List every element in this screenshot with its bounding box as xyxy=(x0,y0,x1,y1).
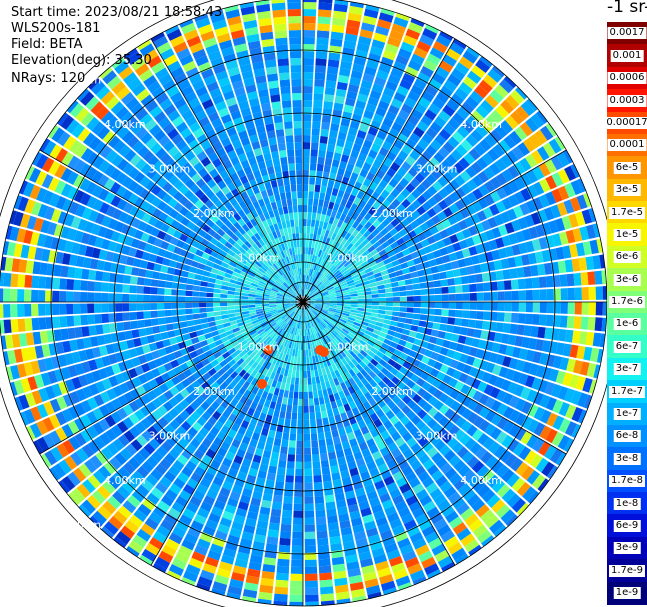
colorbar-level-label: 1.7e-8 xyxy=(608,475,646,488)
colorbar-level: 0.001 xyxy=(607,44,647,68)
colorbar-level: 1.7e-7 xyxy=(607,380,647,404)
colorbar-level: 1.7e-8 xyxy=(607,469,647,493)
colorbar-level-label: 6e-7 xyxy=(613,340,641,353)
colorbar-level-label: 1e-8 xyxy=(613,497,641,510)
colorbar-level: 3e-7 xyxy=(607,357,647,381)
colorbar-level-label: 0.0017 xyxy=(607,27,647,40)
colorbar-level: 1e-8 xyxy=(607,492,647,516)
azimuth-spoke xyxy=(302,301,456,566)
colorbar-level: 1e-7 xyxy=(607,402,647,426)
radar-center-marker xyxy=(295,294,311,310)
high-backscatter-patch xyxy=(315,345,325,355)
colorbar-level-label: 1.7e-5 xyxy=(608,206,646,219)
colorbar-level-label: 0.00017 xyxy=(604,117,647,130)
range-ring-label: 4.00km xyxy=(104,118,146,131)
colorbar-level: 3e-6 xyxy=(607,268,647,292)
colorbar-level-label: 1e-5 xyxy=(613,228,641,241)
azimuth-spoke xyxy=(150,301,304,566)
colorbar-level-label: 6e-5 xyxy=(613,161,641,174)
colorbar-unit-label: -1 sr-1 xyxy=(607,0,647,17)
colorbar-level: 1.7e-5 xyxy=(607,201,647,225)
colorbar-level-label: 3e-5 xyxy=(613,184,641,197)
colorbar-level-label: 0.0006 xyxy=(607,72,647,85)
colorbar-level: 0.0006 xyxy=(607,66,647,90)
azimuth-spoke xyxy=(39,149,304,303)
start-time-text: Start time: 2023/08/21 18:58:43 xyxy=(11,5,223,20)
colorbar-level-label: 0.001 xyxy=(610,49,644,62)
range-ring-label: 4.00km xyxy=(460,118,502,131)
range-ring-label: 3.00km xyxy=(416,162,458,175)
colorbar-level-label: 6e-9 xyxy=(613,519,641,532)
range-ring-label: 1.00km xyxy=(327,252,369,265)
azimuth-spoke xyxy=(302,38,456,303)
colorbar-level-label: 1.7e-6 xyxy=(608,296,646,309)
colorbar-level-label: 1.7e-9 xyxy=(608,564,646,577)
range-ring-label: 1.00km xyxy=(238,252,280,265)
colorbar-level: 1e-5 xyxy=(607,223,647,247)
colorbar-level-label: 3e-9 xyxy=(613,542,641,555)
azimuth-spoke xyxy=(302,149,567,303)
colorbar-level: 1.7e-9 xyxy=(607,559,647,583)
high-backscatter-patch xyxy=(257,379,267,389)
colorbar-level: 0.00017 xyxy=(604,111,647,135)
colorbar-level: 0.0003 xyxy=(607,89,647,113)
colorbar-level: 3e-9 xyxy=(607,536,647,560)
elevation-text: Elevation(deg): 35.30 xyxy=(11,53,152,68)
range-ring-grid xyxy=(0,0,607,607)
colorbar-level-label: 6e-8 xyxy=(613,430,641,443)
colorbar-level: 6e-5 xyxy=(607,156,647,180)
ppi-scan-plot: 1.00km 1.00km 1.00km 1.00km 2.00km 2.00km 2.00… xyxy=(0,0,607,607)
colorbar-level: 6e-6 xyxy=(607,245,647,269)
colorbar-level: 0.0001 xyxy=(607,133,647,157)
colorbar-level-label: 1e-6 xyxy=(613,318,641,331)
range-ring-label: 2.00km xyxy=(193,385,235,398)
backscatter-field xyxy=(0,0,607,606)
range-ring-label: 5.00km xyxy=(60,519,102,532)
colorbar-level: 1e-6 xyxy=(607,313,647,336)
colorbar-level-label: 0.0003 xyxy=(607,94,647,107)
nrays-text: NRays: 120 xyxy=(11,71,86,86)
range-ring-label: 4.00km xyxy=(460,474,502,487)
colorbar-level: 6e-7 xyxy=(607,335,647,359)
colorbar-level: 6e-8 xyxy=(607,424,647,448)
range-ring-label: 3.00km xyxy=(149,430,191,443)
colorbar-level-label: 3e-6 xyxy=(613,273,641,286)
colorbar-level: 6e-9 xyxy=(607,514,647,538)
range-ring-label: 4.00km xyxy=(104,474,146,487)
colorbar-level: 0.0017 xyxy=(607,22,647,45)
colorbar-level-label: 1e-9 xyxy=(613,587,641,600)
colorbar-level-label: 6e-6 xyxy=(613,251,641,264)
colorbar: 0.0017 0.001 0.0006 0.0003 0.00017 0.0001 6e-5… xyxy=(604,22,647,605)
azimuth-spoke xyxy=(39,301,304,455)
range-ring-label: 1.00km xyxy=(238,341,280,354)
azimuth-spoke xyxy=(150,38,304,303)
range-ring-label: 2.00km xyxy=(371,207,413,220)
colorbar-level-label: 3e-8 xyxy=(613,452,641,465)
colorbar-level-label: 0.0001 xyxy=(607,139,647,152)
range-ring-label: 3.00km xyxy=(149,162,191,175)
range-ring-label: 2.00km xyxy=(371,385,413,398)
range-ring-label: 1.00km xyxy=(327,341,369,354)
colorbar-level-label: 1e-7 xyxy=(613,408,641,421)
colorbar-level: 1e-9 xyxy=(607,581,647,605)
range-ring-label: 5.00km xyxy=(60,73,102,86)
colorbar-level-label: 1.7e-7 xyxy=(608,385,646,398)
colorbar-level-label: 3e-7 xyxy=(613,363,641,376)
range-ring-label: 3.00km xyxy=(416,430,458,443)
colorbar-level: 3e-5 xyxy=(607,178,647,202)
device-name-text: WLS200s-181 xyxy=(11,21,101,36)
colorbar-level: 3e-8 xyxy=(607,447,647,471)
range-ring-label: 2.00km xyxy=(193,207,235,220)
colorbar-level: 1.7e-6 xyxy=(607,290,647,314)
scan-info-panel: Start time: 2023/08/21 18:58:43 WLS200s-… xyxy=(11,5,222,87)
azimuth-spoke xyxy=(302,301,567,455)
field-text: Field: BETA xyxy=(11,37,83,52)
